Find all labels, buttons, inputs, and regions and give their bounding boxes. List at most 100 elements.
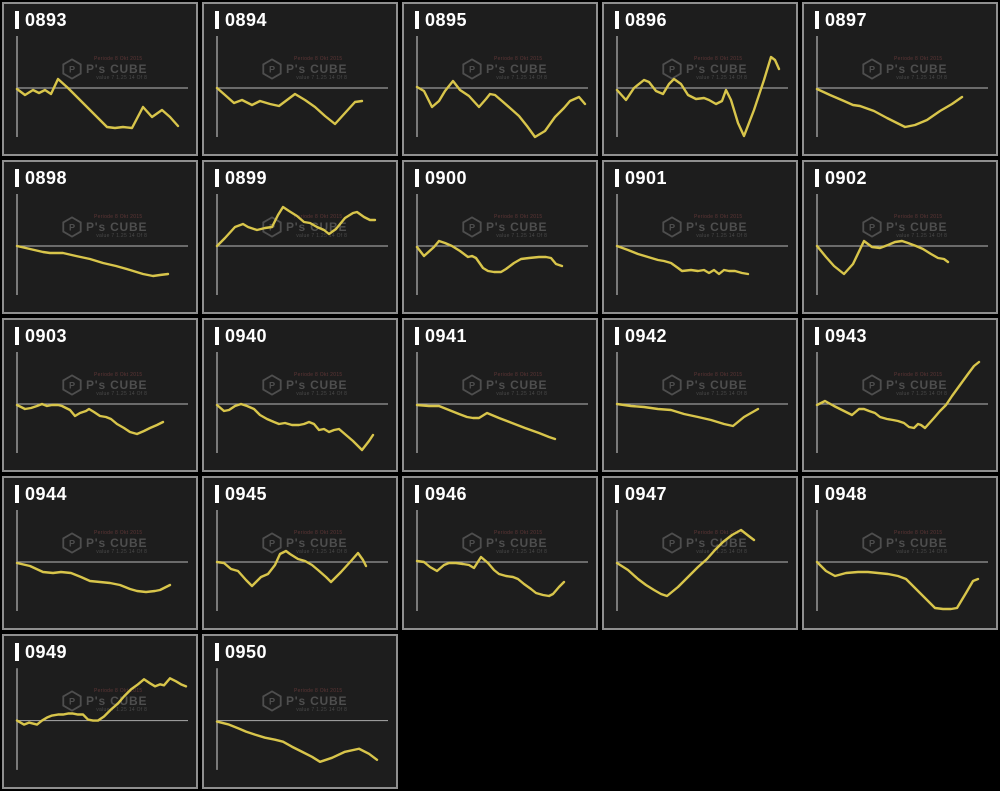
label-bar	[215, 11, 219, 29]
data-line	[215, 402, 375, 452]
data-line	[415, 239, 564, 274]
chart-panel[interactable]: 0948 P Periode 8 Okt 2015 P's CUBE value…	[802, 476, 998, 630]
chart-panel[interactable]: 0902 P Periode 8 Okt 2015 P's CUBE value…	[802, 160, 998, 314]
chart-panel[interactable]: 0950 P Periode 8 Okt 2015 P's CUBE value…	[202, 634, 398, 789]
panel-label: 0898	[15, 169, 67, 187]
sparkline-chart	[15, 36, 188, 137]
data-line	[815, 239, 950, 276]
sparkline-chart	[615, 36, 788, 138]
sparkline-chart	[615, 194, 788, 295]
chart-panel[interactable]: 0896 P Periode 8 Okt 2015 P's CUBE value…	[602, 2, 798, 156]
label-bar	[215, 485, 219, 503]
panel-label: 0895	[415, 11, 467, 29]
panel-id: 0895	[425, 10, 468, 30]
chart-panel[interactable]: 0941 P Periode 8 Okt 2015 P's CUBE value…	[402, 318, 598, 472]
chart-panel[interactable]: 0942 P Periode 8 Okt 2015 P's CUBE value…	[602, 318, 798, 472]
label-bar	[615, 169, 619, 187]
panel-id: 0944	[25, 484, 68, 504]
label-bar	[615, 327, 619, 345]
label-bar	[815, 169, 819, 187]
panel-id: 0949	[25, 642, 68, 662]
label-bar	[415, 485, 419, 503]
panel-id: 0901	[625, 168, 668, 188]
panel-label: 0897	[815, 11, 867, 29]
data-line	[215, 549, 368, 588]
chart-panel[interactable]: 0943 P Periode 8 Okt 2015 P's CUBE value…	[802, 318, 998, 472]
panel-id: 0945	[225, 484, 268, 504]
panel-id: 0942	[625, 326, 668, 346]
data-line	[15, 77, 180, 130]
panel-label: 0945	[215, 485, 267, 503]
panel-id: 0894	[225, 10, 268, 30]
panel-label: 0896	[615, 11, 667, 29]
panel-id: 0899	[225, 168, 268, 188]
chart-panel[interactable]: 0903 P Periode 8 Okt 2015 P's CUBE value…	[2, 318, 198, 472]
panel-label: 0902	[815, 169, 867, 187]
panel-id: 0897	[825, 10, 868, 30]
panel-label: 0946	[415, 485, 467, 503]
panel-label: 0940	[215, 327, 267, 345]
panel-label: 0899	[215, 169, 267, 187]
sparkline-chart	[415, 194, 588, 295]
data-line	[615, 244, 750, 276]
data-line	[215, 86, 364, 126]
sparkline-chart	[15, 352, 188, 453]
data-line	[815, 87, 964, 129]
chart-panel[interactable]: 0898 P Periode 8 Okt 2015 P's CUBE value…	[2, 160, 198, 314]
sparkline-chart	[615, 352, 788, 453]
data-line	[615, 528, 756, 598]
panel-label: 0944	[15, 485, 67, 503]
sparkline-chart	[815, 36, 988, 137]
data-line	[415, 79, 587, 139]
panel-label: 0950	[215, 643, 267, 661]
sparkline-chart	[215, 36, 388, 137]
chart-panel[interactable]: 0901 P Periode 8 Okt 2015 P's CUBE value…	[602, 160, 798, 314]
chart-panel[interactable]: 0895 P Periode 8 Okt 2015 P's CUBE value…	[402, 2, 598, 156]
chart-panel[interactable]: 0940 P Periode 8 Okt 2015 P's CUBE value…	[202, 318, 398, 472]
panel-label: 0894	[215, 11, 267, 29]
data-line	[415, 555, 566, 598]
panel-label: 0893	[15, 11, 67, 29]
panel-label: 0948	[815, 485, 867, 503]
panel-id: 0896	[625, 10, 668, 30]
panel-id: 0946	[425, 484, 468, 504]
panel-id: 0898	[25, 168, 68, 188]
chart-panel[interactable]: 0949 P Periode 8 Okt 2015 P's CUBE value…	[2, 634, 198, 789]
label-bar	[215, 327, 219, 345]
panel-id: 0948	[825, 484, 868, 504]
chart-panel[interactable]: 0897 P Periode 8 Okt 2015 P's CUBE value…	[802, 2, 998, 156]
sparkline-chart	[215, 352, 388, 453]
label-bar	[15, 485, 19, 503]
label-bar	[15, 643, 19, 661]
sparkline-chart	[215, 510, 388, 611]
label-bar	[815, 327, 819, 345]
panel-id: 0902	[825, 168, 868, 188]
chart-panel[interactable]: 0944 P Periode 8 Okt 2015 P's CUBE value…	[2, 476, 198, 630]
data-line	[415, 403, 557, 441]
chart-panel[interactable]: 0893 P Periode 8 Okt 2015 P's CUBE value…	[2, 2, 198, 156]
data-line	[15, 244, 170, 278]
chart-panel[interactable]: 0946 P Periode 8 Okt 2015 P's CUBE value…	[402, 476, 598, 630]
panel-id: 0893	[25, 10, 68, 30]
sparkline-chart	[15, 668, 188, 770]
data-line	[615, 55, 781, 138]
data-line	[215, 205, 377, 248]
chart-panel[interactable]: 0900 P Periode 8 Okt 2015 P's CUBE value…	[402, 160, 598, 314]
data-line	[215, 720, 379, 764]
panel-id: 0950	[225, 642, 268, 662]
label-bar	[15, 11, 19, 29]
panel-label: 0947	[615, 485, 667, 503]
chart-panel[interactable]: 0899 P Periode 8 Okt 2015 P's CUBE value…	[202, 160, 398, 314]
panel-label: 0942	[615, 327, 667, 345]
panel-id: 0903	[25, 326, 68, 346]
data-line	[15, 561, 172, 594]
chart-panel[interactable]: 0947 P Periode 8 Okt 2015 P's CUBE value…	[602, 476, 798, 630]
sparkline-chart	[815, 194, 988, 295]
label-bar	[415, 327, 419, 345]
label-bar	[415, 169, 419, 187]
chart-panel[interactable]: 0945 P Periode 8 Okt 2015 P's CUBE value…	[202, 476, 398, 630]
data-line	[15, 677, 188, 726]
data-line	[15, 402, 165, 436]
chart-panel[interactable]: 0894 P Periode 8 Okt 2015 P's CUBE value…	[202, 2, 398, 156]
